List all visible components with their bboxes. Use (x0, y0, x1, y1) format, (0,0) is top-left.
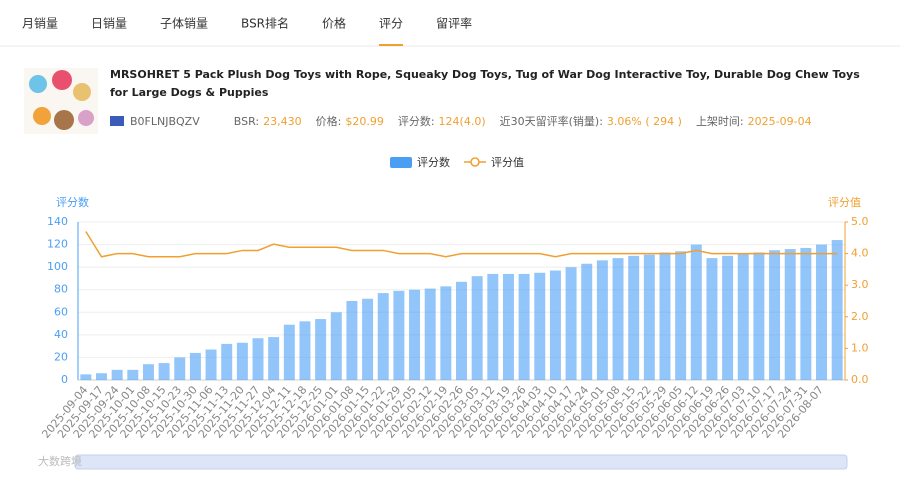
scrollbar (74, 454, 848, 470)
bar (565, 267, 577, 380)
bar (456, 281, 467, 380)
y2-tick-label: 4.0 (851, 247, 869, 260)
bar (643, 254, 655, 380)
bar (784, 249, 796, 380)
bar (189, 352, 201, 380)
bar (96, 373, 107, 380)
bar (737, 253, 749, 380)
bar (831, 240, 843, 380)
stat-value: 124(4.0) (439, 115, 486, 128)
bar (127, 369, 139, 380)
stat-value: 2025-09-04 (748, 115, 812, 128)
bar (362, 298, 374, 380)
bar (487, 273, 499, 380)
stat-value: $20.99 (345, 115, 384, 128)
y-tick-label: 120 (47, 238, 68, 251)
bar (534, 272, 546, 380)
bar (158, 363, 170, 380)
legend-label[interactable]: 评分数 (417, 156, 450, 169)
y2-tick-label: 2.0 (851, 310, 869, 323)
bar (659, 252, 671, 380)
bar (800, 247, 812, 380)
legend-label[interactable]: 评分值 (491, 156, 524, 169)
bar (393, 290, 405, 380)
rating-line (85, 231, 838, 258)
bar (268, 337, 280, 380)
stat-label: 价格: (316, 114, 342, 128)
tab-underline (379, 44, 404, 46)
y-tick-label: 100 (47, 260, 68, 273)
bar (581, 263, 593, 380)
bar (299, 321, 311, 380)
tab[interactable]: 子体销量 (160, 17, 208, 31)
bar (502, 273, 514, 380)
bar (440, 286, 452, 380)
legend-swatch (470, 157, 480, 167)
y2-tick-label: 3.0 (851, 278, 869, 291)
y-tick-label: 60 (54, 305, 68, 318)
y-axis-title: 评分数 (56, 196, 89, 209)
bar (236, 342, 248, 380)
product-image (24, 68, 98, 134)
bar (205, 349, 217, 380)
watermark: 大数跨境 (38, 454, 82, 468)
bar (816, 244, 827, 380)
bar (330, 312, 342, 380)
bar (377, 293, 389, 380)
y-tick-label: 0 (61, 373, 68, 386)
y2-tick-label: 1.0 (851, 341, 869, 354)
bar (142, 364, 154, 380)
y2-axis-title: 评分值 (828, 196, 861, 209)
stat-label: 上架时间: (696, 115, 744, 128)
bar (346, 301, 358, 380)
bar (221, 343, 233, 380)
y-tick-label: 140 (47, 215, 68, 228)
y-tick-label: 20 (54, 350, 68, 363)
stat-value: 23,430 (263, 115, 302, 128)
bar (315, 319, 327, 380)
tab[interactable]: 留评率 (436, 16, 472, 31)
legend-swatch (390, 157, 412, 168)
bar (690, 244, 702, 380)
bar (174, 357, 186, 380)
stat-label: 评分数: (398, 115, 435, 128)
product-title: MRSOHRET 5 Pack Plush Dog Toys with Rope… (110, 68, 860, 99)
bar (628, 255, 640, 380)
bar (596, 260, 608, 380)
bar (409, 289, 421, 380)
tab[interactable]: 评分 (379, 17, 403, 31)
bar (518, 273, 530, 380)
bar (471, 276, 483, 380)
bar (549, 270, 561, 380)
tab[interactable]: 日销量 (91, 17, 127, 31)
asin[interactable]: B0FLNJBQZV (130, 115, 200, 128)
tab[interactable]: BSR排名 (241, 16, 289, 31)
tab[interactable]: 月销量 (22, 17, 58, 31)
tab[interactable]: 价格 (322, 16, 346, 31)
bar (252, 338, 264, 380)
us-flag (110, 116, 124, 126)
y2-tick-label: 5.0 (851, 215, 869, 228)
stat-value: 3.06% ( 294 ) (607, 115, 682, 128)
stat-label: 近30天留评率(销量): (500, 114, 603, 128)
bar (769, 250, 781, 380)
bar (424, 288, 436, 380)
y-tick-label: 80 (54, 283, 68, 296)
bar (753, 252, 765, 380)
bar (612, 258, 624, 380)
bar (80, 374, 92, 380)
bar (706, 258, 718, 380)
bar (722, 255, 734, 380)
y-tick-label: 40 (54, 328, 68, 341)
y2-tick-label: 0.0 (851, 373, 869, 386)
bar (111, 369, 123, 380)
bar (675, 251, 687, 380)
stat-label: BSR: (234, 115, 259, 128)
bar (283, 324, 295, 380)
